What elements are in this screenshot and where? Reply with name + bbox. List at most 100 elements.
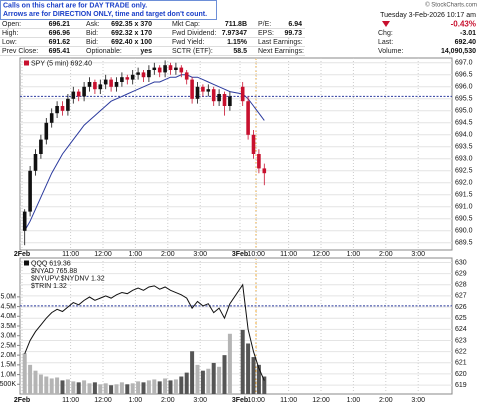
candle-body bbox=[82, 86, 86, 97]
candle-body bbox=[262, 168, 267, 174]
legend-entry: QQQ 619.36 bbox=[31, 260, 71, 267]
quote-value: 696.96 bbox=[49, 30, 71, 37]
x-tick-label: 2:00 bbox=[161, 251, 175, 258]
candle-body bbox=[39, 139, 43, 154]
candle-body bbox=[174, 67, 178, 70]
quote-label: Bid: bbox=[86, 39, 98, 46]
y2-tick-label: 2.5M bbox=[0, 342, 16, 349]
date: Tuesday 3-Feb-2026 10:17 am bbox=[380, 12, 476, 19]
x-tick-label: 11:00 bbox=[280, 397, 297, 404]
quote-label: Last: bbox=[378, 39, 393, 46]
volume-bar bbox=[44, 376, 49, 394]
candle-body bbox=[190, 79, 194, 99]
legend-entry: $TRIN 1.32 bbox=[31, 283, 67, 290]
volume-bar bbox=[136, 381, 141, 394]
legend-entry: $NYAD 765.88 bbox=[31, 268, 77, 275]
legend-swatch bbox=[24, 60, 29, 66]
y-tick-label: 697.0 bbox=[455, 60, 473, 67]
x-tick-label: 3:00 bbox=[193, 397, 207, 404]
volume-bar bbox=[119, 382, 124, 394]
candle-body bbox=[184, 72, 189, 80]
volume-bar bbox=[82, 380, 87, 394]
candle-body bbox=[163, 65, 167, 73]
x-tick-label: 2:00 bbox=[379, 251, 393, 258]
candle-body bbox=[87, 82, 92, 87]
x-tick-label: 1:00 bbox=[129, 397, 143, 404]
candle-body bbox=[114, 82, 119, 87]
quote-value: yes bbox=[140, 48, 152, 55]
quote-label: Next Earnings: bbox=[258, 48, 304, 55]
candle-body bbox=[60, 106, 65, 111]
candle-body bbox=[71, 91, 76, 99]
x-tick-label: 3:00 bbox=[411, 251, 425, 258]
x-tick-label: 2:00 bbox=[379, 397, 393, 404]
y-tick-label: 696.5 bbox=[455, 72, 473, 79]
volume-bar bbox=[179, 376, 184, 394]
x-tick-label: 10:00 bbox=[247, 397, 265, 404]
volume-bar bbox=[173, 379, 178, 394]
candle-body bbox=[240, 86, 245, 102]
notice-box bbox=[0, 0, 217, 20]
volume-bar bbox=[114, 384, 119, 394]
y-tick-label: 692.5 bbox=[455, 168, 473, 175]
x-tick-label: 11:00 bbox=[62, 251, 79, 258]
quote-value: 692.35 x 370 bbox=[111, 21, 152, 28]
volume-bar bbox=[130, 383, 135, 394]
y2-tick-label: 3.5M bbox=[0, 323, 16, 330]
volume-bar bbox=[87, 383, 92, 394]
volume-bar bbox=[168, 380, 173, 394]
y-tick-label: 690.0 bbox=[455, 228, 473, 235]
volume-bar bbox=[65, 379, 70, 394]
volume-bar bbox=[157, 381, 162, 394]
candle-body bbox=[228, 96, 232, 106]
y-tick-label: 693.0 bbox=[455, 156, 473, 163]
moving-average bbox=[24, 74, 265, 232]
candle-body bbox=[28, 170, 32, 212]
quote-value: 7.97347 bbox=[222, 30, 247, 37]
quote-value: 14,090,530 bbox=[441, 48, 476, 55]
volume-bar bbox=[256, 364, 261, 394]
price-panel bbox=[19, 57, 453, 251]
legend-entry: SPY (5 min) 692.40 bbox=[31, 60, 92, 67]
candle-body bbox=[22, 211, 27, 231]
y-tick-label: 693.5 bbox=[455, 144, 473, 151]
quote-label: EPS: bbox=[258, 30, 274, 37]
x-tick-label: 3Feb bbox=[232, 251, 248, 258]
volume-bar bbox=[240, 329, 245, 394]
x-tick-label: 2Feb bbox=[14, 397, 30, 404]
quote-value: 692.40 bbox=[455, 39, 477, 46]
y-tick-label: 624 bbox=[455, 326, 467, 333]
quote-label: High: bbox=[2, 30, 18, 37]
volume-bar bbox=[103, 383, 108, 394]
candle-body bbox=[93, 82, 97, 90]
x-tick-label: 3:00 bbox=[193, 251, 207, 258]
volume-bar bbox=[49, 378, 54, 394]
change-pct: -0.43% bbox=[451, 20, 476, 29]
volume-bar bbox=[163, 378, 168, 394]
candle-body bbox=[246, 101, 250, 135]
candle-body bbox=[147, 70, 151, 78]
legend-entry: $NYUPV:$NYDNV 1.32 bbox=[31, 275, 105, 282]
quote-value: 99.73 bbox=[284, 30, 302, 37]
y2-tick-label: 5.0M bbox=[0, 294, 16, 301]
volume-bar bbox=[109, 385, 114, 394]
x-tick-label: 1:00 bbox=[129, 251, 143, 258]
quote-value: 692.32 x 170 bbox=[111, 30, 152, 37]
volume-bar bbox=[184, 372, 189, 394]
volume-bar bbox=[146, 380, 151, 394]
candle-body bbox=[206, 89, 211, 92]
quote-label: Prev Close: bbox=[2, 48, 38, 55]
volume-bar bbox=[125, 384, 130, 394]
y2-tick-label: 500K bbox=[0, 381, 16, 388]
volume-bar bbox=[211, 362, 216, 394]
y2-tick-label: 2.0M bbox=[0, 352, 16, 359]
candle-body bbox=[66, 98, 70, 111]
y-tick-label: 691.5 bbox=[455, 192, 473, 199]
quote-label: Fwd Yield: bbox=[172, 39, 204, 46]
x-tick-label: 2:00 bbox=[161, 397, 175, 404]
notice-line: Calls on this chart are for DAY TRADE on… bbox=[3, 2, 147, 9]
candle-body bbox=[157, 67, 162, 73]
volume-bar bbox=[222, 355, 227, 394]
volume-bar bbox=[33, 370, 38, 394]
candle-body bbox=[179, 67, 184, 73]
